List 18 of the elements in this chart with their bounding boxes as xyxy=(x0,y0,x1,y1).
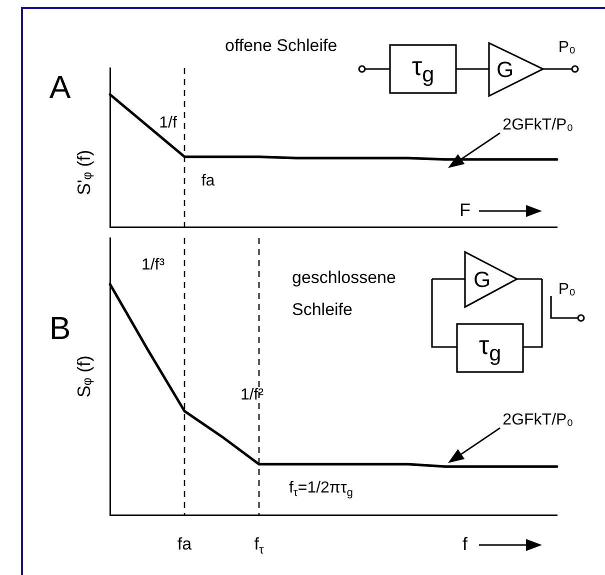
text: 1/f³ xyxy=(141,256,166,274)
text: P₀ xyxy=(558,281,576,298)
circuit-diagram: τ$_{g}$ G P₀ xyxy=(355,35,583,101)
annotation: 1/f² xyxy=(240,386,264,404)
text: offene Schleife xyxy=(225,36,338,56)
annotation: τ$_{g}$ xyxy=(478,330,502,366)
chart-title: A xyxy=(49,68,72,105)
annotation: G xyxy=(473,267,491,292)
annotation: geschlossene Schleife xyxy=(292,267,397,321)
x-axis-title: f xyxy=(462,534,468,554)
y-axis-title: S'ᵩ (f) xyxy=(74,150,94,196)
text: fa xyxy=(201,172,215,190)
y-axis-title: Sᵩ (f) xyxy=(74,356,94,398)
annotation: 2GFkT/P₀ xyxy=(502,116,574,134)
annotation: 1/f xyxy=(159,114,178,132)
x-axis-title: F xyxy=(460,200,470,220)
text: B xyxy=(49,310,71,346)
annotation: 2GFkT/P₀ xyxy=(502,411,574,428)
